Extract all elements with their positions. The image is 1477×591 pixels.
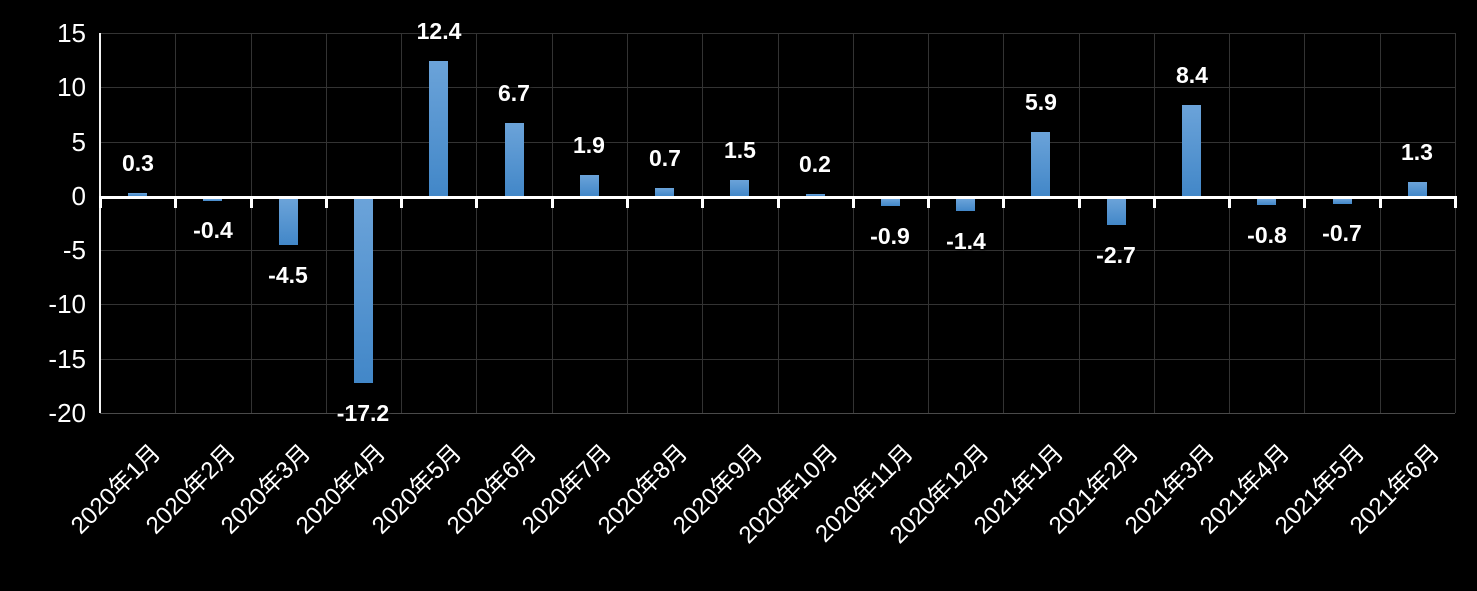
- bar: [956, 199, 975, 211]
- data-label: 1.9: [573, 132, 605, 158]
- v-gridline: [928, 33, 929, 413]
- h-gridline: [100, 250, 1455, 251]
- bar: [354, 199, 373, 383]
- x-axis-tick: [325, 196, 328, 208]
- y-axis-line: [99, 33, 101, 413]
- x-axis-tick: [1002, 196, 1005, 208]
- bar: [505, 123, 524, 196]
- v-gridline: [627, 33, 628, 413]
- data-label: -0.8: [1247, 222, 1287, 248]
- h-gridline: [100, 87, 1455, 88]
- data-label: 0.3: [122, 150, 154, 176]
- bar: [806, 194, 825, 196]
- data-label: 12.4: [416, 18, 462, 44]
- h-gridline: [100, 142, 1455, 143]
- data-label: 6.7: [498, 80, 530, 106]
- v-gridline: [1003, 33, 1004, 413]
- data-label: 8.4: [1176, 62, 1208, 88]
- x-axis-tick: [1153, 196, 1156, 208]
- x-axis-tick: [1228, 196, 1231, 208]
- bar: [1257, 199, 1276, 205]
- data-label: -17.2: [336, 400, 390, 426]
- y-tick-label: -10: [48, 289, 86, 319]
- bar: [429, 61, 448, 196]
- bar: [1107, 199, 1126, 225]
- x-axis-tick: [1078, 196, 1081, 208]
- bar: [1031, 132, 1050, 196]
- data-label: -0.9: [870, 223, 910, 249]
- data-label: 5.9: [1025, 89, 1057, 115]
- h-gridline: [100, 359, 1455, 360]
- x-axis-tick: [250, 196, 253, 208]
- bar: [1182, 105, 1201, 196]
- x-axis-tick: [626, 196, 629, 208]
- bar: [655, 188, 674, 196]
- x-axis-tick: [475, 196, 478, 208]
- v-gridline: [175, 33, 176, 413]
- x-axis-tick: [927, 196, 930, 208]
- x-axis-tick: [701, 196, 704, 208]
- v-gridline: [401, 33, 402, 413]
- y-tick-label: 5: [71, 127, 86, 157]
- v-gridline: [1229, 33, 1230, 413]
- v-gridline: [853, 33, 854, 413]
- data-label: -0.4: [193, 217, 233, 243]
- h-gridline: [100, 304, 1455, 305]
- x-axis-tick: [99, 196, 102, 208]
- bar: [1333, 199, 1352, 204]
- x-axis-tick: [852, 196, 855, 208]
- x-axis-tick: [551, 196, 554, 208]
- v-gridline: [1380, 33, 1381, 413]
- h-gridline: [100, 413, 1455, 414]
- bar: [203, 199, 222, 201]
- x-axis-tick: [1454, 196, 1457, 208]
- v-gridline: [476, 33, 477, 413]
- bar: [881, 199, 900, 206]
- v-gridline: [326, 33, 327, 413]
- data-label: 1.5: [724, 137, 756, 163]
- v-gridline: [702, 33, 703, 413]
- bar: [128, 193, 147, 196]
- v-gridline: [1455, 33, 1456, 413]
- data-label: 0.2: [799, 151, 831, 177]
- y-tick-label: -5: [62, 235, 86, 265]
- x-axis-tick: [777, 196, 780, 208]
- x-axis-tick: [1379, 196, 1382, 208]
- x-axis-tick: [1303, 196, 1306, 208]
- bar: [730, 180, 749, 196]
- y-tick-label: -20: [48, 398, 86, 428]
- bar: [580, 175, 599, 196]
- data-label: -4.5: [268, 262, 308, 288]
- v-gridline: [552, 33, 553, 413]
- x-axis-tick: [174, 196, 177, 208]
- bar: [1408, 182, 1427, 196]
- data-label: 0.7: [649, 145, 681, 171]
- v-gridline: [1304, 33, 1305, 413]
- v-gridline: [778, 33, 779, 413]
- y-tick-label: 0: [71, 181, 86, 211]
- y-tick-label: 10: [57, 72, 86, 102]
- y-tick-label: -15: [48, 344, 86, 374]
- bar: [279, 199, 298, 245]
- data-label: -1.4: [946, 228, 986, 254]
- data-label: -2.7: [1096, 242, 1136, 268]
- v-gridline: [1079, 33, 1080, 413]
- data-label: -0.7: [1322, 220, 1362, 246]
- v-gridline: [251, 33, 252, 413]
- data-label: 1.3: [1401, 139, 1433, 165]
- x-axis-tick: [400, 196, 403, 208]
- v-gridline: [1154, 33, 1155, 413]
- h-gridline: [100, 33, 1455, 34]
- y-tick-label: 15: [57, 18, 86, 48]
